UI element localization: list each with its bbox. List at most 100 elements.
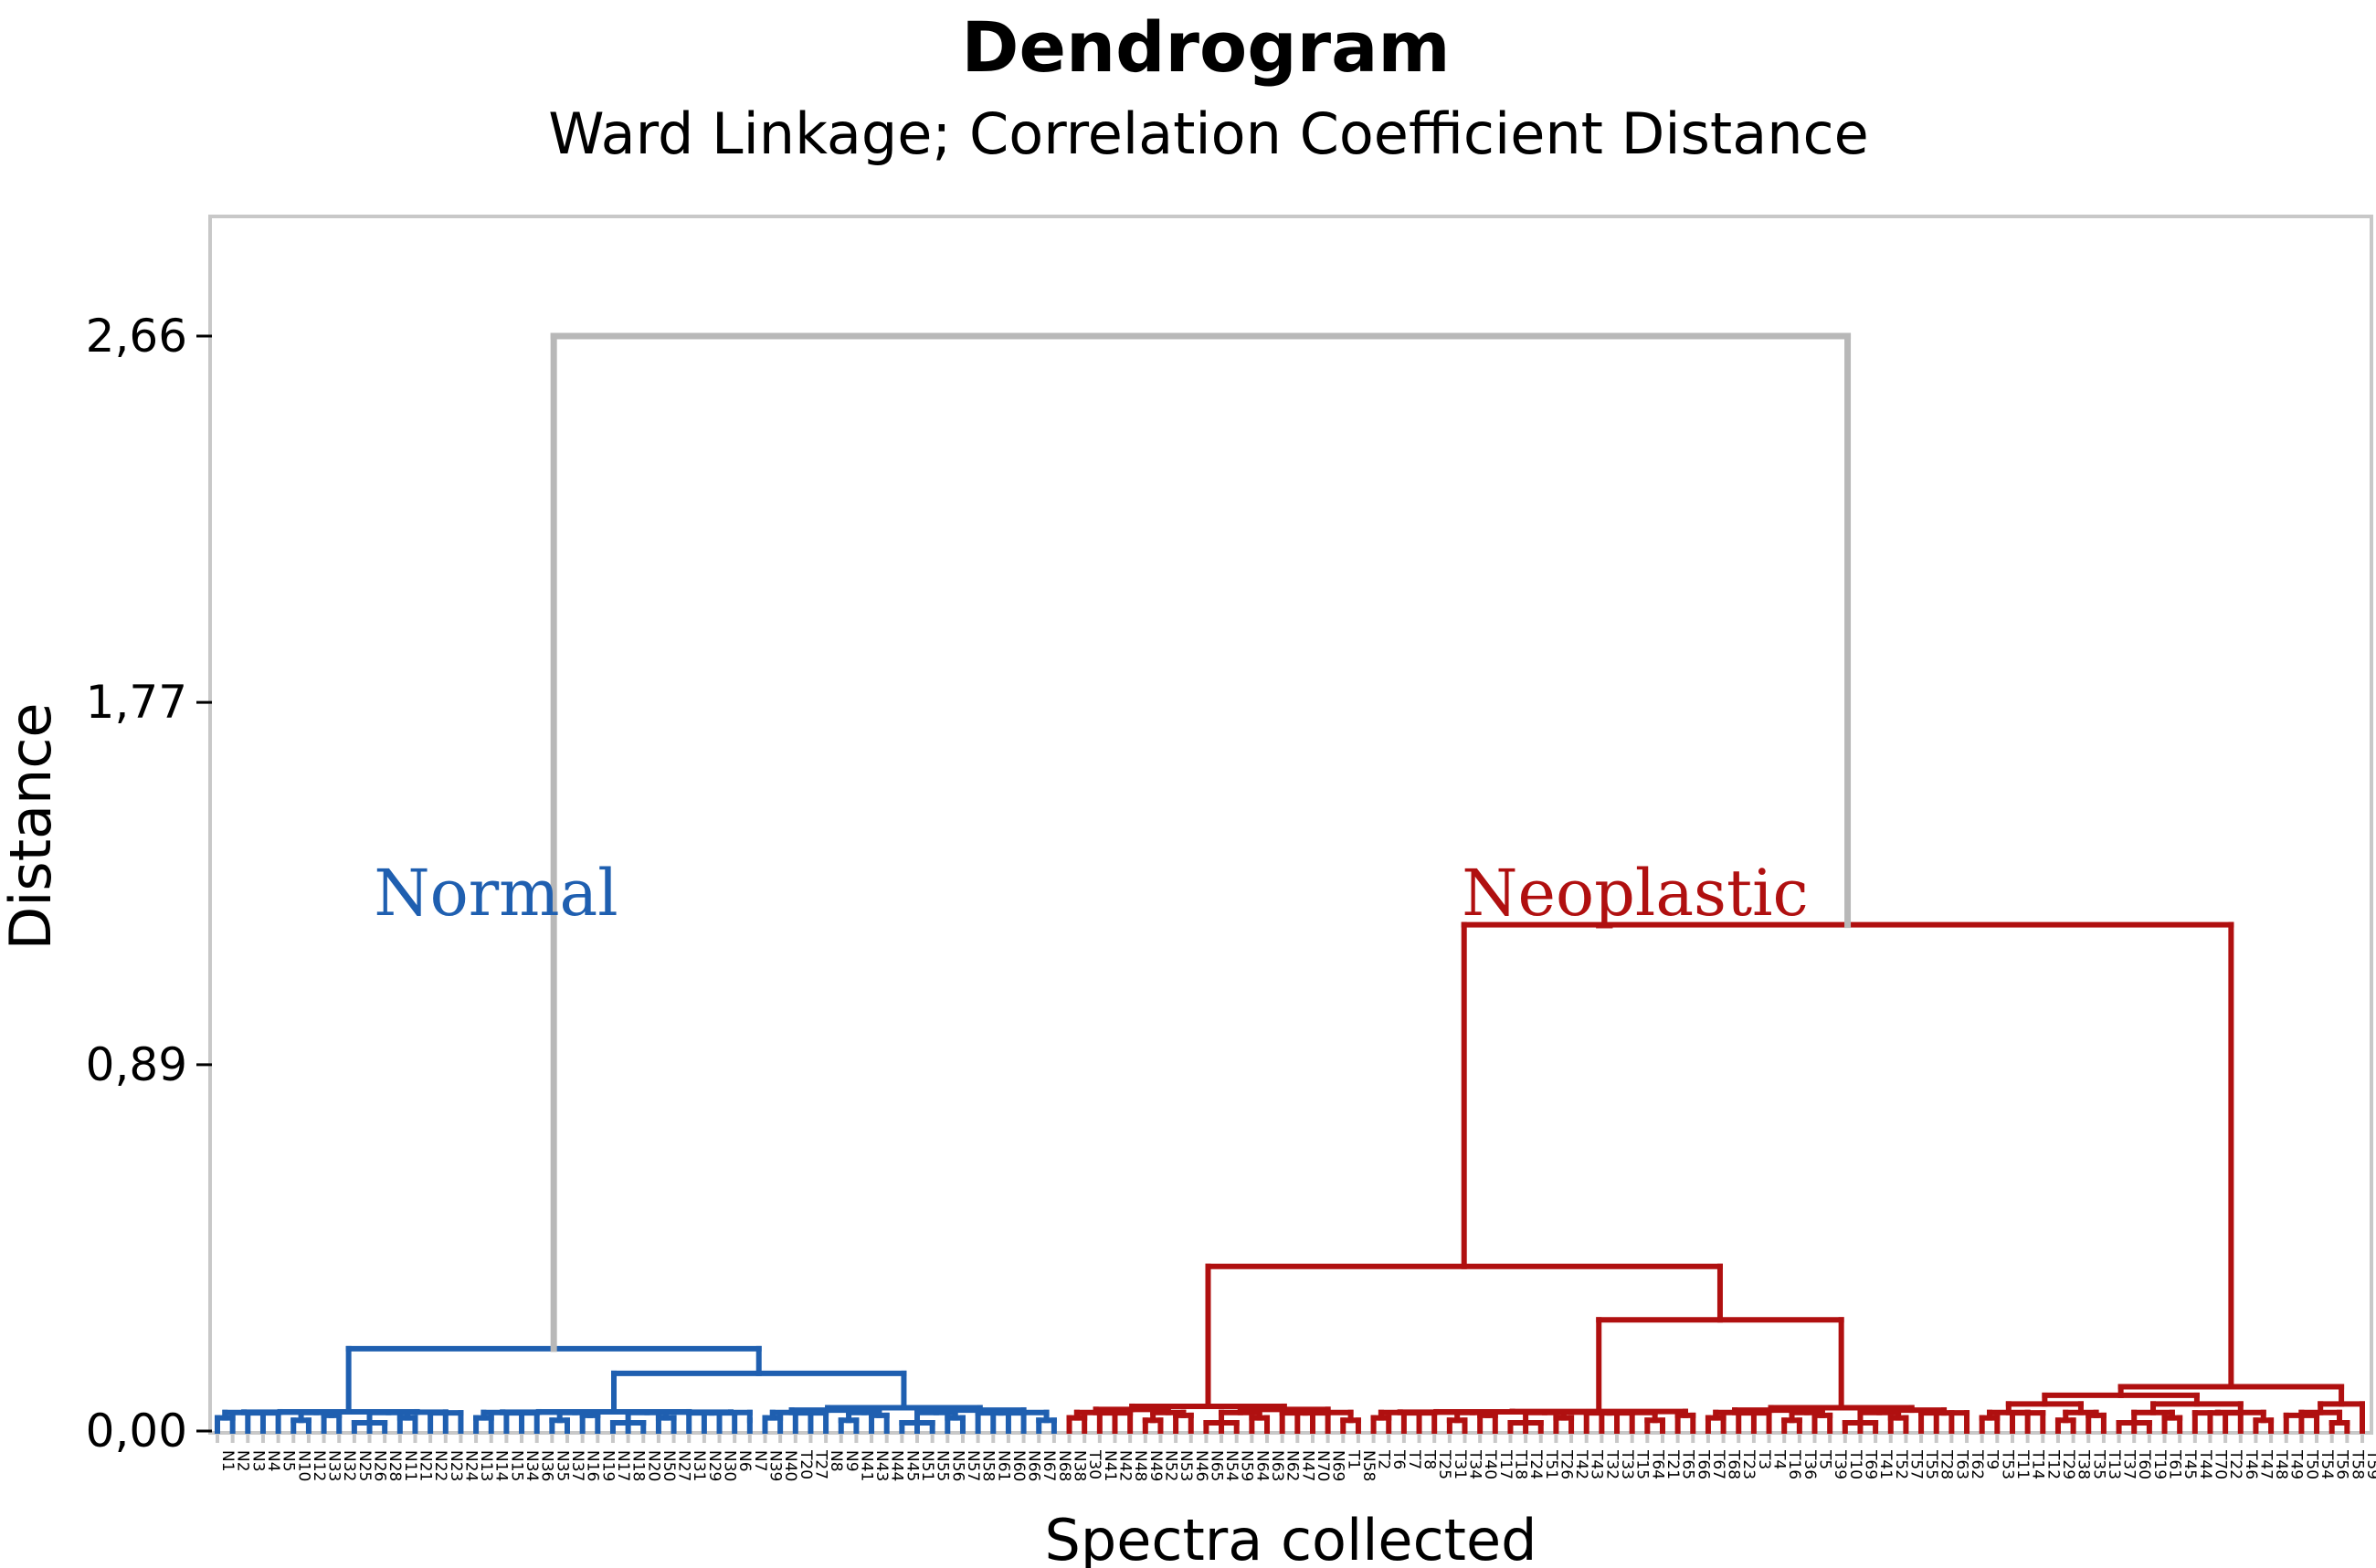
leaf-label: N59 [1238,1450,1256,1481]
leaf-label: N42 [1115,1450,1134,1481]
leaf-label: T63 [1952,1449,1970,1479]
leaf-label: N45 [903,1450,921,1481]
leaf-label: N21 [416,1450,434,1481]
leaf-label: N64 [1252,1450,1271,1481]
leaf-label: N19 [598,1450,617,1481]
leaf-label: T16 [1785,1449,1803,1479]
leaf-label: N5 [280,1450,298,1472]
leaf-label: T28 [1938,1449,1956,1479]
leaf-label: N48 [1131,1450,1149,1481]
leaf-label: T29 [2059,1449,2077,1479]
leaf-label: T65 [1679,1449,1697,1479]
leaf-label: N34 [523,1450,541,1481]
leaf-label: N69 [1329,1450,1347,1481]
leaf-label: T54 [2318,1449,2336,1479]
leaf-label: T40 [1481,1449,1499,1479]
leaf-label: T30 [1085,1449,1104,1479]
leaf-label: N40 [781,1450,799,1481]
leaf-label: N13 [477,1450,495,1481]
leaf-label: T2 [1375,1449,1393,1469]
leaf-label: N39 [766,1450,784,1481]
leaf-label: T35 [2089,1449,2107,1479]
leaf-label: N18 [629,1450,648,1481]
leaf-label: N16 [584,1450,602,1481]
leaf-label: N11 [401,1450,419,1481]
leaf-label: T12 [2043,1449,2062,1479]
leaf-label: T18 [1511,1449,1529,1479]
leaf-label: N63 [1268,1450,1286,1481]
leaf-label: N3 [248,1450,267,1472]
chart-title: Dendrogram [961,6,1450,88]
leaf-label: N37 [568,1450,586,1481]
leaf-label: T19 [2150,1449,2169,1479]
leaf-label: T31 [1451,1449,1469,1479]
leaf-label: N4 [264,1450,282,1472]
leaf-label: N50 [660,1450,678,1481]
leaf-label: T5 [1816,1449,1834,1469]
leaf-label: N8 [827,1450,845,1472]
leaf-label: T17 [1496,1449,1515,1479]
y-tick-label: 2,66 [86,310,187,363]
leaf-label: T49 [2287,1449,2306,1479]
leaf-label: T60 [2135,1449,2153,1479]
leaf-label: T52 [1892,1449,1910,1479]
leaf-label: N62 [1283,1450,1302,1481]
plot-frame [208,215,2373,1435]
x-axis-label: Spectra collected [1045,1507,1537,1568]
leaf-label: N57 [964,1450,982,1481]
leaf-label: N30 [721,1450,739,1481]
leaf-label: N47 [1298,1450,1316,1481]
y-axis-label: Distance [0,702,64,950]
leaf-label: N33 [325,1450,343,1481]
leaf-labels: N1N2N3N4N5N10N12N33N32N25N26N28N11N21N22… [218,1449,2376,1481]
leaf-label: N29 [705,1450,723,1481]
leaf-label: T6 [1389,1449,1408,1469]
leaf-label: T50 [2302,1449,2320,1479]
leaf-label: T56 [2333,1449,2351,1479]
leaf-label: N51 [918,1450,936,1481]
annotation-normal: Normal [374,856,618,931]
leaf-label: N36 [538,1450,556,1481]
dendrogram-links [215,332,2365,1434]
leaf-label: T42 [1572,1449,1590,1479]
leaf-label: N23 [447,1450,465,1481]
leaf-label: T46 [2242,1449,2260,1479]
leaf-label: T33 [1618,1449,1636,1479]
leaf-label: N68 [1055,1450,1073,1481]
leaf-label: T64 [1648,1449,1666,1479]
leaf-label: N44 [888,1450,906,1481]
leaf-label: T38 [2075,1449,2093,1479]
leaf-label: N35 [553,1450,571,1481]
leaf-label: T25 [1435,1449,1453,1479]
chart-subtitle: Ward Linkage; Correlation Coefficient Di… [548,100,1869,167]
leaf-label: T41 [1876,1449,1895,1479]
leaf-label: N25 [355,1450,374,1481]
leaf-label: N28 [385,1450,404,1481]
leaf-label: T9 [1983,1449,2001,1469]
leaf-label: T21 [1663,1449,1682,1479]
leaf-label: N27 [675,1450,693,1481]
leaf-label: N54 [1222,1450,1241,1481]
leaf-label: N7 [751,1450,769,1472]
leaf-label: T53 [1998,1449,2016,1479]
leaf-label: T51 [1542,1449,1560,1479]
leaf-label: N26 [371,1450,389,1481]
leaf-label: T7 [1405,1449,1423,1469]
leaf-label: N67 [1040,1450,1058,1481]
leaf-label: T58 [2348,1449,2366,1479]
leaf-label: N58 [979,1450,998,1481]
leaf-label: N65 [1207,1450,1225,1481]
leaf-label: T3 [1755,1449,1773,1469]
leaf-label: T37 [2120,1449,2138,1479]
leaf-label: N52 [1161,1450,1179,1481]
leaf-label: N66 [1025,1450,1043,1481]
leaf-label: N15 [507,1450,525,1481]
leaf-label: N14 [492,1450,511,1481]
leaf-label: N70 [1314,1450,1332,1481]
leaf-label: N41 [1101,1450,1119,1481]
leaf-label: T10 [1846,1449,1864,1479]
leaf-label: T55 [1922,1449,1940,1479]
leaf-label: T24 [1526,1449,1545,1479]
leaf-label: T34 [1466,1449,1484,1479]
